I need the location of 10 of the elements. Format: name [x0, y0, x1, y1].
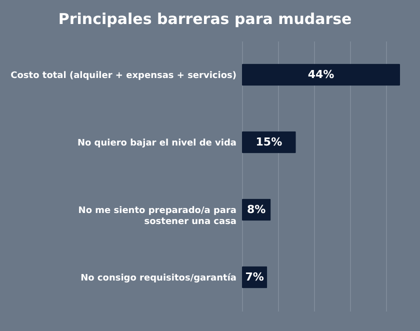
y-tick-label: No quiero bajar el nivel de vida [77, 138, 236, 148]
y-tick-label: No consigo requisitos/garantía [80, 272, 236, 284]
y-tick-label: No me siento preparado/a para sostener una casa [78, 206, 236, 227]
y-tick-label: Costo total (alquiler + expensas + servicios) [10, 70, 236, 81]
data-label: 15% [256, 135, 282, 148]
data-label: 44% [308, 68, 334, 81]
data-label: 7% [245, 270, 264, 284]
chart-title: Principales barreras para mudarse [58, 10, 352, 28]
bar [242, 64, 400, 86]
data-label: 8% [247, 202, 266, 216]
